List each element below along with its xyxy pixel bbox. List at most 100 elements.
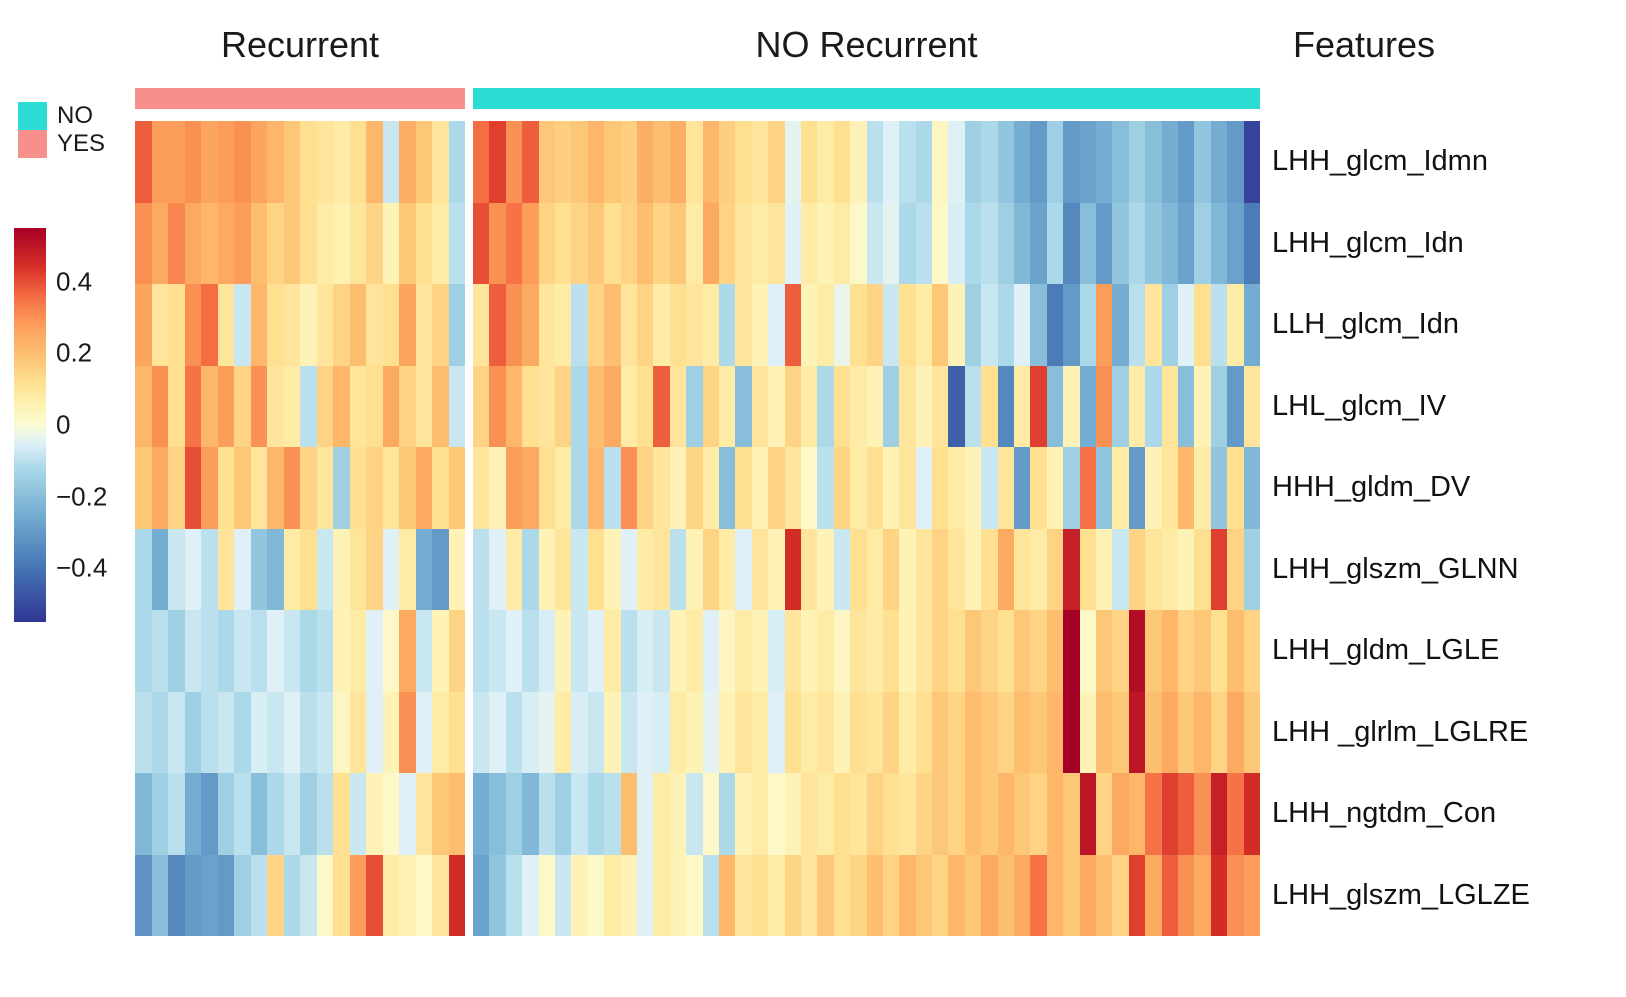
- heatmap-cell: [718, 854, 736, 936]
- heatmap-cell: [151, 528, 168, 610]
- heatmap-cell: [571, 202, 588, 284]
- heatmap-cell: [833, 447, 851, 529]
- heatmap-cell: [300, 365, 317, 447]
- heatmap-cell: [1063, 202, 1080, 284]
- heatmap-cell: [571, 691, 588, 773]
- colorbar-tick: 0.4: [56, 266, 93, 297]
- heatmap-cell: [184, 121, 201, 203]
- heatmap-cell: [964, 610, 982, 692]
- heatmap-cell: [300, 691, 317, 773]
- heatmap-cell: [882, 773, 900, 855]
- heatmap-cell: [489, 854, 506, 936]
- heatmap-cell: [151, 284, 168, 366]
- heatmap-cell: [964, 121, 982, 203]
- heatmap-cell: [554, 365, 572, 447]
- heatmap-cell: [1030, 447, 1047, 529]
- heatmap-cell: [1194, 854, 1211, 936]
- heatmap-cell: [899, 121, 916, 203]
- heatmap-cell: [817, 121, 834, 203]
- heatmap-cell: [1096, 691, 1113, 773]
- heatmap-cell: [1194, 121, 1211, 203]
- heatmap-cell: [382, 691, 399, 773]
- heatmap-cell: [1112, 365, 1129, 447]
- heatmap-cell: [653, 202, 670, 284]
- heatmap-cell: [399, 365, 416, 447]
- heatmap-cell: [833, 691, 851, 773]
- heatmap-cell: [636, 365, 654, 447]
- heatmap-cell: [538, 854, 555, 936]
- heatmap-cell: [751, 365, 769, 447]
- heatmap-cell: [817, 365, 834, 447]
- heatmap-cell: [399, 121, 416, 203]
- heatmap-cell: [669, 854, 687, 936]
- heatmap-cell: [686, 773, 703, 855]
- group-title-recurrent: Recurrent: [220, 24, 380, 65]
- heatmap-cell: [997, 202, 1015, 284]
- heatmap-cell: [718, 202, 736, 284]
- heatmap-cell: [135, 121, 152, 203]
- heatmap-cell: [1128, 528, 1146, 610]
- heatmap-cell: [1046, 447, 1064, 529]
- heatmap-cell: [735, 691, 752, 773]
- heatmap-cell: [538, 447, 555, 529]
- heatmap-cell: [349, 447, 366, 529]
- heatmap-cell: [1112, 691, 1129, 773]
- heatmap-cell: [448, 773, 465, 855]
- heatmap-cell: [300, 610, 317, 692]
- heatmap-cell: [168, 610, 185, 692]
- heatmap-cell: [1243, 691, 1260, 773]
- heatmap-cell: [1046, 773, 1064, 855]
- heatmap-cell: [283, 854, 300, 936]
- heatmap-cell: [997, 528, 1015, 610]
- heatmap-cell: [473, 773, 490, 855]
- heatmap-cell: [948, 528, 965, 610]
- heatmap-cell: [751, 691, 769, 773]
- heatmap-cell: [620, 691, 637, 773]
- heatmap-cell: [784, 284, 801, 366]
- heatmap-cell: [948, 284, 965, 366]
- heatmap-cell: [522, 854, 539, 936]
- heatmap-cell: [217, 284, 234, 366]
- heatmap-recurrent-block: [135, 121, 465, 936]
- heatmap-cell: [151, 610, 168, 692]
- heatmap-cell: [784, 121, 801, 203]
- heatmap-cell: [571, 854, 588, 936]
- heatmap-cell: [1128, 365, 1146, 447]
- heatmap-cell: [866, 447, 883, 529]
- heatmap-cell: [1063, 447, 1080, 529]
- heatmap-cell: [300, 284, 317, 366]
- group-title-no-recurrent: NO Recurrent: [755, 24, 978, 65]
- heatmap-cell: [636, 854, 654, 936]
- heatmap-cell: [948, 610, 965, 692]
- heatmap-cell: [217, 610, 234, 692]
- heatmap-cell: [349, 691, 366, 773]
- heatmap-cell: [554, 610, 572, 692]
- heatmap-cell: [1227, 284, 1244, 366]
- heatmap-cell: [349, 121, 366, 203]
- heatmap-no-recurrent-block: [473, 121, 1260, 936]
- heatmap-cell: [702, 773, 719, 855]
- heatmap-cell: [866, 773, 883, 855]
- heatmap-cell: [473, 365, 490, 447]
- heatmap-cell: [981, 284, 998, 366]
- feature-row-labels: LHH_glcm_Idmn LHH_glcm_Idn LLH_glcm_Idn LHL…: [1272, 121, 1622, 936]
- heatmap-cell: [366, 854, 383, 936]
- heatmap-cell: [473, 121, 490, 203]
- heatmap-cell: [415, 365, 432, 447]
- heatmap-cell: [981, 773, 998, 855]
- heatmap-cell: [250, 202, 267, 284]
- heatmap-cell: [1079, 284, 1097, 366]
- heatmap-cell: [300, 447, 317, 529]
- heatmap-cell: [1014, 121, 1031, 203]
- heatmap-cell: [522, 121, 539, 203]
- heatmap-cell: [1128, 773, 1146, 855]
- heatmap-cell: [1096, 284, 1113, 366]
- heatmap-cell: [981, 447, 998, 529]
- heatmap-cell: [932, 447, 949, 529]
- heatmap-cell: [1227, 447, 1244, 529]
- heatmap-cell: [981, 202, 998, 284]
- heatmap-cell: [669, 365, 687, 447]
- heatmap-cell: [899, 528, 916, 610]
- heatmap-cell: [382, 447, 399, 529]
- heatmap-cell: [267, 773, 284, 855]
